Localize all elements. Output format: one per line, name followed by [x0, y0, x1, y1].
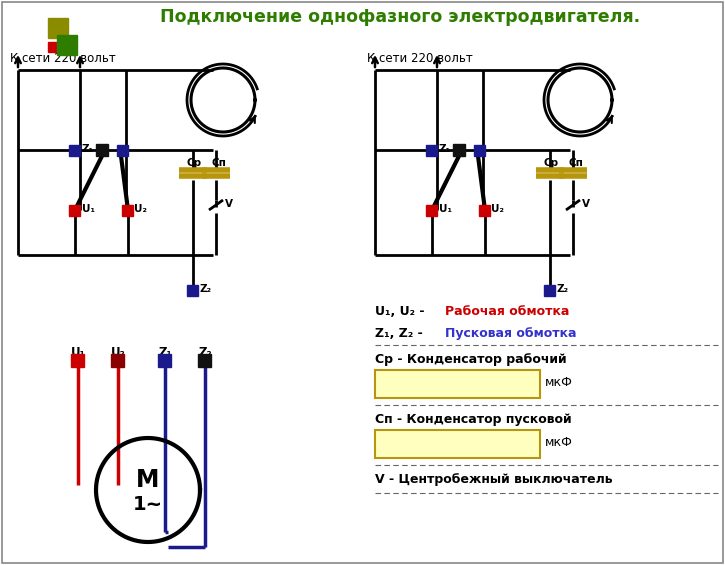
Text: V: V: [225, 199, 233, 209]
Text: Сп - Конденсатор пусковой: Сп - Конденсатор пусковой: [375, 413, 571, 426]
Text: Cр: Cр: [544, 158, 559, 168]
Text: Cр: Cр: [187, 158, 202, 168]
Bar: [188, 285, 199, 295]
Text: 1~: 1~: [133, 494, 163, 514]
Bar: [96, 144, 108, 156]
Bar: [70, 145, 80, 155]
Text: Пусковая обмотка: Пусковая обмотка: [445, 327, 576, 340]
Text: V - Центробежный выключатель: V - Центробежный выключатель: [375, 473, 613, 486]
Text: V: V: [582, 199, 590, 209]
Text: Z₂: Z₂: [557, 284, 569, 294]
Text: U₂: U₂: [491, 204, 504, 214]
Bar: [375, 370, 540, 398]
Bar: [474, 145, 486, 155]
Bar: [57, 35, 77, 55]
Bar: [479, 205, 491, 215]
Text: U₂: U₂: [134, 204, 147, 214]
Text: Рабочая обмотка: Рабочая обмотка: [445, 305, 569, 318]
Text: M: M: [136, 468, 160, 492]
Text: Cп: Cп: [212, 158, 227, 168]
Bar: [426, 205, 437, 215]
Text: U₁, U₂ -: U₁, U₂ -: [375, 305, 429, 318]
Text: U₂: U₂: [111, 346, 125, 359]
Text: Z₂: Z₂: [200, 284, 212, 294]
Text: Cп: Cп: [569, 158, 584, 168]
Text: Z₂: Z₂: [198, 346, 212, 359]
Bar: [199, 354, 212, 367]
Bar: [544, 285, 555, 295]
Bar: [375, 430, 540, 458]
Bar: [112, 354, 125, 367]
Text: U₁: U₁: [70, 346, 86, 359]
Bar: [48, 42, 58, 52]
Bar: [117, 145, 128, 155]
Text: мкФ: мкФ: [545, 376, 573, 389]
Text: мкФ: мкФ: [545, 436, 573, 449]
Text: К сети 220 вольт: К сети 220 вольт: [10, 52, 116, 65]
Text: Z₁: Z₁: [82, 144, 94, 154]
Text: Ср - Конденсатор рабочий: Ср - Конденсатор рабочий: [375, 353, 567, 366]
Text: Z₁: Z₁: [158, 346, 172, 359]
Bar: [70, 205, 80, 215]
Bar: [123, 205, 133, 215]
Text: Z₁: Z₁: [439, 144, 451, 154]
Text: К сети 220 вольт: К сети 220 вольт: [367, 52, 473, 65]
Text: Z₁, Z₂ -: Z₁, Z₂ -: [375, 327, 427, 340]
Text: Подключение однофазного электродвигателя.: Подключение однофазного электродвигателя…: [160, 8, 640, 26]
Bar: [159, 354, 172, 367]
Bar: [72, 354, 85, 367]
Bar: [48, 18, 68, 38]
Text: U₁: U₁: [82, 204, 95, 214]
Text: U₁: U₁: [439, 204, 452, 214]
Bar: [426, 145, 437, 155]
Bar: [453, 144, 465, 156]
